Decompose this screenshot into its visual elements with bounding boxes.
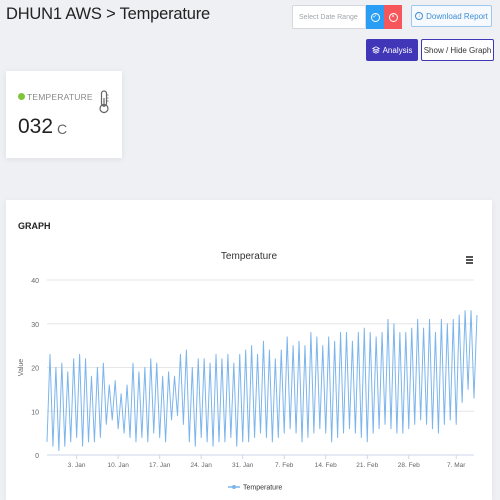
download-label: Download Report bbox=[426, 11, 488, 21]
x-tick-label: 10. Jan bbox=[108, 462, 130, 469]
x-tick-label: 17. Jan bbox=[149, 462, 171, 469]
clear-date-button[interactable]: × bbox=[384, 5, 402, 29]
x-tick-label: 14. Feb bbox=[315, 462, 337, 469]
chart-title: Temperature bbox=[220, 251, 278, 262]
y-tick-label: 30 bbox=[31, 322, 39, 329]
page-title: DHUN1 AWS > Temperature bbox=[6, 5, 211, 23]
x-tick-label: 3. Jan bbox=[68, 462, 86, 469]
y-tick-label: 40 bbox=[31, 278, 39, 285]
layers-icon bbox=[371, 46, 380, 54]
x-tick-label: 7. Feb bbox=[275, 462, 294, 469]
status-dot bbox=[18, 93, 25, 100]
graph-card: GRAPH Temperature 0 10 20 30 40 3. Jan 10. Jan… bbox=[6, 200, 492, 500]
download-icon: ↓ bbox=[415, 12, 424, 20]
x-tick-label: 24. Jan bbox=[191, 462, 213, 469]
confirm-date-button[interactable]: ✓ bbox=[366, 5, 384, 29]
date-range-input[interactable]: Select Date Range bbox=[292, 5, 366, 29]
temperature-unit: C bbox=[57, 121, 68, 137]
x-tick-label: 7. Mar bbox=[447, 462, 466, 469]
close-icon: × bbox=[388, 12, 398, 22]
series-line-temperature bbox=[46, 310, 478, 452]
temperature-chart: 0 10 20 30 40 3. Jan 10. Jan 17. Jan 24. Jan 31. … bbox=[18, 278, 478, 492]
analysis-button[interactable]: Analysis bbox=[366, 39, 418, 61]
temperature-card: TEMPERATURE 032 C bbox=[6, 71, 122, 158]
y-tick-label: 0 bbox=[35, 453, 39, 460]
show-hide-graph-button[interactable]: Show / Hide Graph bbox=[421, 39, 494, 61]
analysis-label: Analysis bbox=[382, 45, 413, 55]
graph-heading: GRAPH bbox=[18, 221, 51, 231]
y-axis-label: Value bbox=[18, 359, 25, 376]
download-report-button[interactable]: ↓ Download Report bbox=[411, 5, 492, 27]
check-icon: ✓ bbox=[370, 12, 380, 22]
legend-label: Temperature bbox=[243, 485, 282, 492]
y-tick-label: 20 bbox=[31, 366, 39, 373]
chart-menu-icon[interactable] bbox=[466, 256, 473, 264]
x-tick-label: 28. Feb bbox=[398, 462, 420, 469]
temperature-label: TEMPERATURE bbox=[27, 92, 93, 102]
x-tick-label: 21. Feb bbox=[356, 462, 378, 469]
temperature-value: 032 bbox=[18, 115, 54, 138]
y-tick-label: 10 bbox=[31, 409, 39, 416]
thermometer-icon bbox=[99, 90, 109, 114]
legend-marker bbox=[232, 485, 236, 489]
x-tick-label: 31. Jan bbox=[232, 462, 254, 469]
